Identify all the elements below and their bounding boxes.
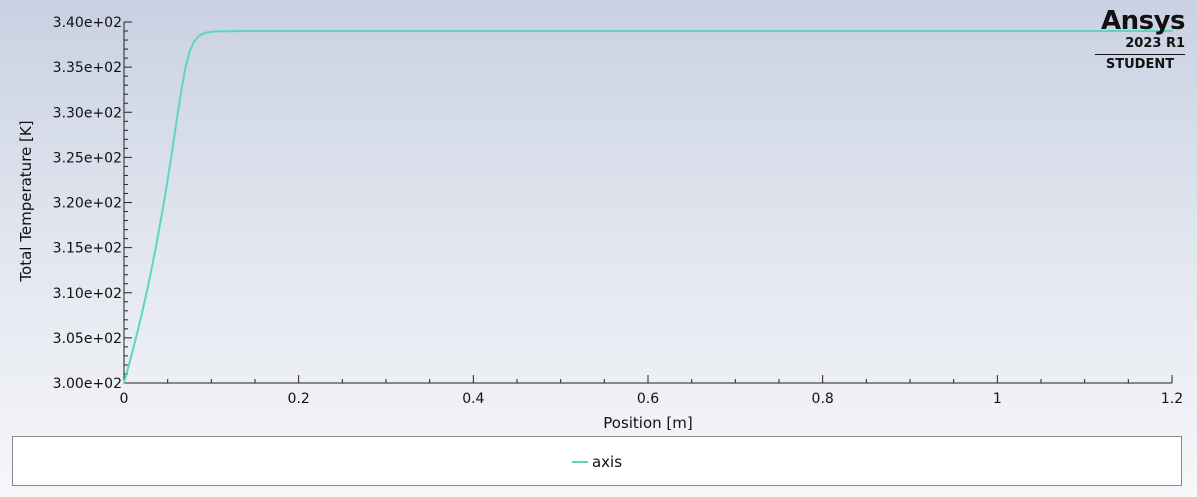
x-tick-label: 0 [120, 391, 129, 407]
legend: axis [12, 436, 1182, 486]
x-axis-title: Position [m] [603, 414, 693, 432]
y-axis-title: Total Temperature [K] [17, 120, 35, 282]
y-tick-label: 3.10e+02 [53, 286, 122, 302]
logo-divider [1095, 54, 1185, 55]
y-tick-label: 3.20e+02 [53, 196, 122, 212]
x-tick-label: 1 [993, 391, 1002, 407]
y-tick-label: 3.00e+02 [53, 376, 122, 392]
x-tick-label: 0.2 [288, 391, 310, 407]
logo-edition: STUDENT [1105, 57, 1175, 72]
y-tick-label: 3.15e+02 [53, 241, 122, 257]
y-tick-label: 3.30e+02 [53, 105, 122, 121]
y-tick-label: 3.40e+02 [53, 15, 122, 31]
legend-label: axis [591, 453, 623, 471]
axes [123, 22, 1172, 384]
ansys-logo: Ansys 2023 R1 STUDENT [1095, 6, 1186, 73]
line-chart: 0 0.2 0.4 0.6 0.8 1 1.2 3.00e+02 3.05e+02 3.10e+0… [17, 15, 1183, 432]
series-line-axis [123, 30, 1173, 384]
x-tick-label: 0.4 [462, 391, 484, 407]
logo-brand: Ansys [1100, 6, 1186, 36]
x-tick-label: 0.6 [637, 391, 659, 407]
y-tick-label: 3.05e+02 [53, 331, 122, 347]
legend-swatch [571, 460, 588, 463]
x-tick-label: 0.8 [812, 391, 834, 407]
x-tick-label: 1.2 [1161, 391, 1183, 407]
series-layer [123, 30, 1173, 384]
y-tick-label: 3.35e+02 [53, 60, 122, 76]
logo-version: 2023 R1 [1125, 36, 1185, 51]
legend-entry-axis[interactable]: axis [13, 453, 1181, 471]
y-tick-label: 3.25e+02 [53, 150, 122, 166]
ticks: 0 0.2 0.4 0.6 0.8 1 1.2 3.00e+02 3.05e+02 3.10e+0… [53, 15, 1183, 407]
